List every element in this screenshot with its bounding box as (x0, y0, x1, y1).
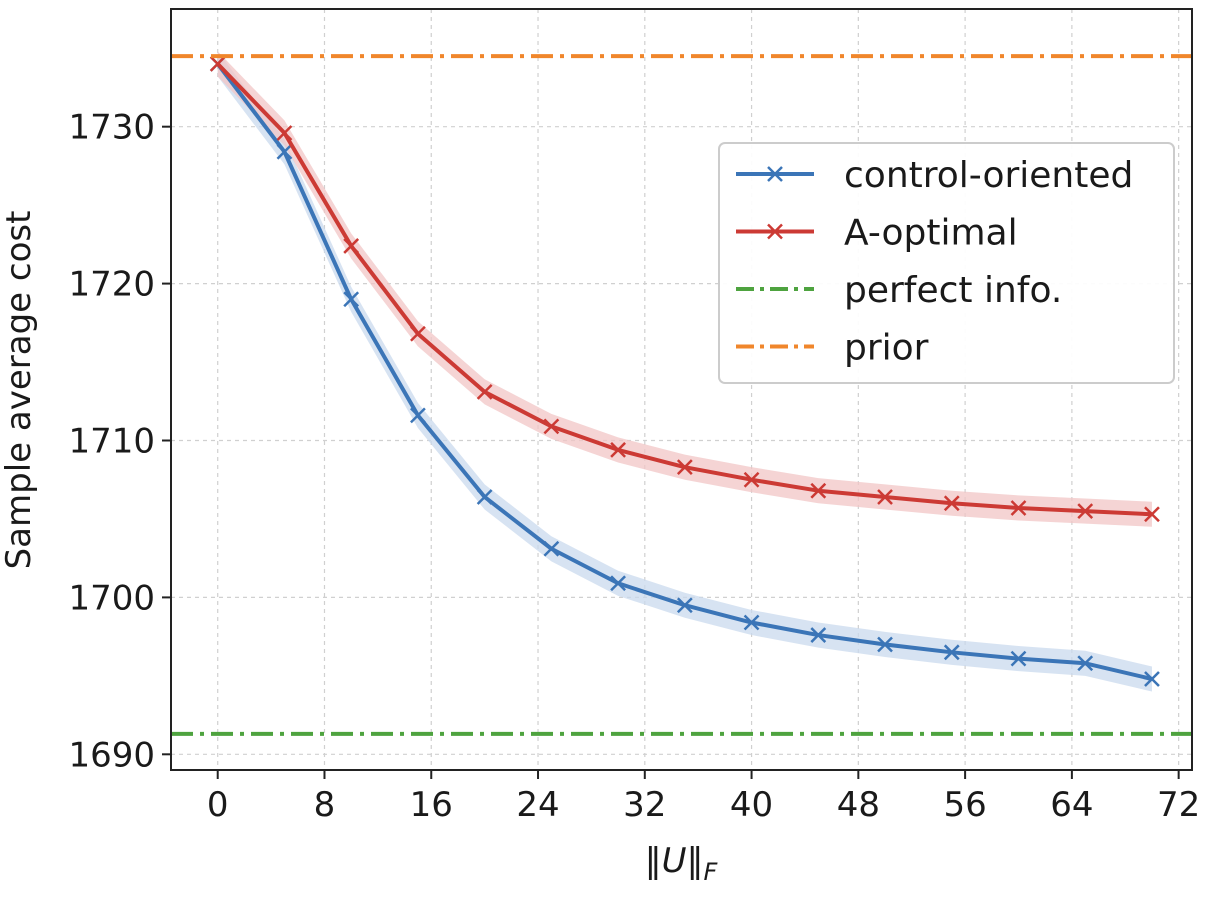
control-oriented-point (476, 489, 493, 505)
control-oriented-point (1077, 655, 1094, 672)
control-oriented-point (543, 540, 560, 557)
a-optimal-point (810, 482, 827, 499)
a-optimal-point (943, 495, 960, 512)
a-optimal-point (877, 489, 893, 505)
a-optimal-point (610, 442, 626, 458)
x-tick-label: 56 (943, 785, 986, 825)
a-optimal-point (743, 471, 760, 488)
a-optimal-point (676, 459, 693, 476)
control-oriented-point (1144, 671, 1160, 687)
a-optimal-point (476, 383, 493, 400)
y-tick-label: 1720 (68, 265, 155, 305)
a-optimal-point (276, 125, 293, 141)
series (171, 54, 1192, 736)
x-tick-label: 24 (516, 785, 559, 825)
y-axis-label: Sample average cost (0, 211, 39, 570)
control-oriented-point (410, 407, 426, 424)
x-axis-label-main: ‖U‖ (645, 841, 704, 881)
legend-box (718, 142, 1175, 384)
control-oriented-point (810, 627, 827, 643)
ticks: 0 8 16 24 32 40 48 56 64 72 1690 1700 1710 1720 1730 (68, 108, 1200, 825)
x-tick-label: 0 (207, 785, 229, 825)
a-optimal-point (1077, 503, 1094, 519)
legend-a-optimal-label: A-optimal (844, 213, 1018, 254)
control-oriented-point (610, 575, 626, 592)
a-optimal-point (343, 238, 360, 254)
a-optimal-point (209, 56, 226, 72)
control-oriented-point (276, 143, 293, 160)
x-axis-label-sub: F (704, 858, 719, 886)
x-tick-label: 64 (1050, 785, 1093, 825)
legend-control-oriented-label: control-oriented (844, 155, 1133, 196)
control-oriented-point (743, 614, 760, 631)
y-tick-label: 1730 (68, 108, 155, 148)
x-tick-label: 8 (314, 785, 336, 825)
x-axis-label: ‖U‖F (645, 841, 719, 886)
x-tick-label: 40 (730, 785, 773, 825)
control-oriented-point (343, 291, 360, 308)
a-optimal-point (543, 418, 560, 435)
plot-frame (170, 8, 1193, 771)
x-tick-label: 48 (837, 785, 880, 825)
legend-prior-label: prior (844, 328, 929, 369)
control-oriented-point (676, 597, 693, 614)
control-oriented-point (877, 636, 893, 653)
a-optimal-point (410, 325, 426, 342)
legend-perfect-info-label: perfect info. (844, 270, 1062, 311)
y-tick-label: 1710 (68, 421, 155, 461)
y-tick-label: 1700 (68, 578, 155, 618)
x-tick-label: 32 (623, 785, 666, 825)
a-optimal-point (1010, 500, 1027, 516)
control-oriented-point (943, 644, 960, 661)
legend: control-oriented A-optimal perfect info. pr… (718, 142, 1175, 384)
legend-control-oriented-marker (767, 166, 783, 182)
a-optimal-point (1144, 506, 1160, 523)
legend-a-optimal-marker (767, 223, 783, 240)
x-tick-label: 16 (410, 785, 453, 825)
x-tick-label: 72 (1157, 785, 1200, 825)
legend-entries: control-oriented A-optimal perfect info. pr… (736, 155, 1133, 369)
control-oriented-point (1010, 650, 1027, 667)
y-tick-label: 1690 (68, 735, 155, 775)
